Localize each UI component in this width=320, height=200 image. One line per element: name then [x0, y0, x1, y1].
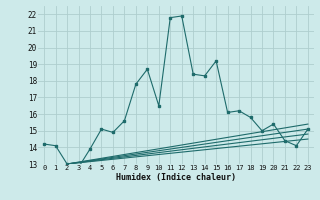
- X-axis label: Humidex (Indice chaleur): Humidex (Indice chaleur): [116, 173, 236, 182]
